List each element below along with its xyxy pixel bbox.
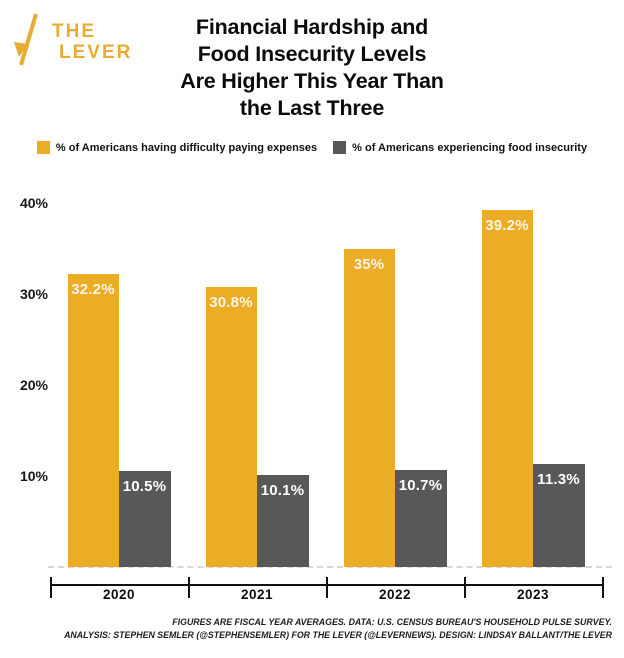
bar-2021-series1: 30.8% — [205, 286, 257, 567]
chart-title-line2: Food Insecurity Levels — [197, 42, 427, 66]
legend-item-food-insecurity: % of Americans experiencing food insecur… — [333, 141, 587, 154]
chart-title-line4: the Last Three — [239, 96, 385, 120]
zero-baseline-dashed — [48, 566, 612, 568]
bar-2022-series2: 10.7% — [394, 469, 447, 567]
x-axis-label-2020: 2020 — [102, 587, 136, 602]
chart-title: Financial Hardship and Food Insecurity L… — [0, 14, 624, 122]
x-axis-tick — [50, 577, 52, 598]
legend-swatch-food-insecurity — [333, 141, 347, 154]
chart-title-line1: Financial Hardship and — [195, 15, 429, 39]
bar-2020-series2: 10.5% — [118, 471, 171, 567]
bar-2022-series1: 35% — [343, 248, 395, 567]
legend-label-expenses: % of Americans having difficulty paying … — [55, 141, 318, 154]
bar-value-label: 10.7% — [398, 476, 443, 494]
bar-2021-series2: 10.1% — [256, 475, 309, 567]
bar-value-label: 32.2% — [71, 280, 115, 298]
logo-text-lever: LEVER — [59, 42, 133, 63]
bar-2023-series2: 11.3% — [532, 464, 585, 567]
source-credit-line2: ANALYSIS: STEPHEN SEMLER (@STEPHENSEMLER… — [64, 630, 612, 640]
chart-title-line3: Are Higher This Year Than — [180, 69, 444, 93]
lever-fulcrum-icon — [14, 13, 38, 66]
x-axis-label-2022: 2022 — [378, 587, 412, 602]
bar-value-label: 11.3% — [537, 471, 580, 489]
bar-value-label: 39.2% — [485, 217, 529, 235]
bar-value-label: 30.8% — [209, 293, 253, 311]
legend-item-expenses: % of Americans having difficulty paying … — [36, 141, 318, 154]
x-axis-label-2023: 2023 — [516, 587, 550, 602]
bar-value-label: 35% — [353, 255, 385, 273]
source-credit: FIGURES ARE FISCAL YEAR AVERAGES. DATA: … — [12, 616, 612, 642]
bar-2023-series1: 39.2% — [481, 210, 533, 567]
x-axis-tick — [326, 577, 328, 598]
bar-value-label: 10.5% — [122, 478, 167, 496]
legend-swatch-expenses — [36, 141, 50, 154]
y-axis-label-10%: 10% — [19, 468, 48, 484]
y-axis-label-30%: 30% — [19, 286, 48, 302]
logo-text-the: THE — [52, 21, 96, 42]
y-axis-label-20%: 20% — [19, 377, 48, 393]
bar-2020-series1: 32.2% — [67, 273, 119, 567]
bar-value-label: 10.1% — [260, 482, 305, 500]
x-axis-tick — [464, 577, 466, 598]
x-axis-tick — [188, 577, 190, 598]
source-credit-line1: FIGURES ARE FISCAL YEAR AVERAGES. DATA: … — [172, 617, 612, 627]
chart-legend: % of Americans having difficulty paying … — [0, 141, 624, 154]
x-axis-tick — [602, 577, 604, 598]
legend-label-food-insecurity: % of Americans experiencing food insecur… — [352, 141, 588, 154]
the-lever-logo: THE LEVER — [12, 10, 132, 68]
y-axis-label-40%: 40% — [19, 195, 48, 211]
x-axis-label-2021: 2021 — [240, 587, 274, 602]
